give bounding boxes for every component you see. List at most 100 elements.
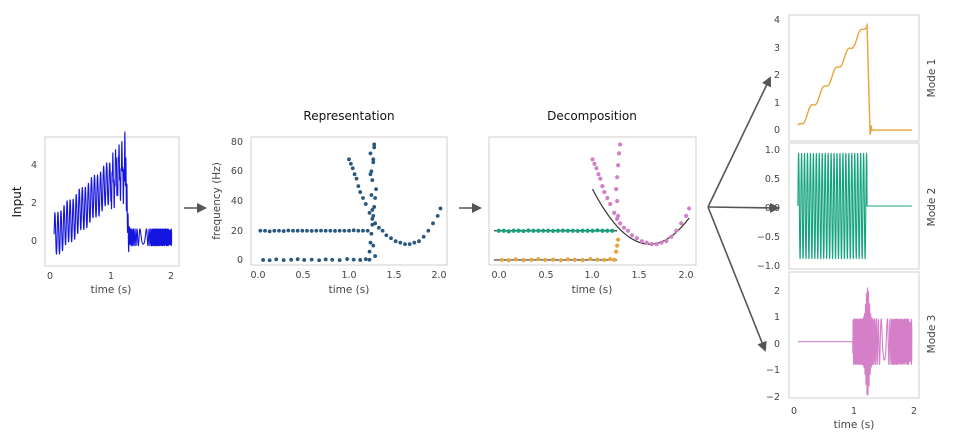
input-plot (53, 131, 173, 255)
rep-xtick-1: 1.0 (341, 270, 356, 281)
decomposition-point-mode2 (560, 228, 566, 233)
representation-point (368, 172, 373, 177)
representation-point (274, 257, 279, 262)
m2-ytick-05: 0.5 (765, 174, 780, 185)
representation-point (291, 228, 295, 233)
representation-title: Representation (303, 109, 394, 123)
decomposition-point-mode1 (572, 257, 577, 262)
decomposition-point-mode3 (664, 239, 669, 244)
representation-point (286, 228, 291, 233)
decomposition-point-mode1 (616, 237, 621, 242)
decomposition-point-mode2 (590, 228, 595, 233)
mode-2-plot (797, 152, 913, 260)
representation-point (356, 184, 361, 189)
representation-point (367, 249, 372, 254)
m3-ytick-0: 0 (774, 339, 780, 350)
rep-ytick-80: 80 (231, 137, 243, 148)
representation-point (371, 157, 376, 162)
representation-plot-frame (250, 136, 448, 266)
decomposition-point-mode3 (618, 221, 623, 226)
representation-point (389, 236, 393, 241)
decomposition-point-mode1 (506, 258, 511, 263)
m3-ytick-n2: −2 (766, 392, 780, 403)
decomposition-point-mode2 (536, 228, 541, 233)
representation-point (302, 258, 307, 262)
representation-point (352, 172, 357, 177)
decomposition-point-mode3 (684, 213, 689, 218)
decomposition-point-mode3 (598, 176, 603, 181)
decomposition-point-mode2 (521, 228, 526, 234)
representation-point (376, 225, 381, 230)
decomposition-point-mode1 (550, 257, 556, 262)
representation-point (267, 258, 272, 263)
decomposition-point-mode3 (600, 184, 605, 189)
decomposition-point-mode3 (634, 236, 639, 241)
arrow-to-mode-1 (707, 76, 772, 208)
decomposition-point-mode1 (565, 257, 570, 262)
decomposition-point-mode1 (602, 257, 607, 263)
representation-point (373, 254, 378, 258)
decomposition-point-mode3 (654, 242, 659, 247)
representation-point (371, 160, 376, 165)
m2-ytick-1: 1.0 (765, 145, 780, 156)
m1-ytick-4: 4 (774, 15, 780, 26)
representation-point (370, 178, 375, 183)
representation-point (368, 151, 373, 156)
decomposition-point-mode1 (608, 257, 613, 262)
mode-3-label: Mode 3 (926, 315, 938, 354)
representation-point (393, 239, 398, 244)
arrow-to-mode-2 (707, 202, 780, 213)
decomposition-point-mode1 (521, 257, 526, 263)
representation-point (348, 161, 353, 166)
decomposition-point-mode2 (501, 228, 506, 233)
dec-xtick-0: 0.0 (491, 270, 506, 281)
representation-point (295, 228, 300, 233)
decomposition-point-mode3 (625, 228, 631, 233)
representation-point (372, 142, 377, 147)
decomposition-plot (493, 142, 692, 263)
representation-point (333, 229, 337, 233)
decomposition-point-mode2 (595, 228, 600, 233)
decomposition-point-mode1 (595, 257, 600, 262)
representation-point (317, 258, 322, 263)
representation-point (369, 231, 374, 236)
representation-point (281, 258, 286, 262)
input-xlabel: time (s) (91, 284, 132, 296)
decomposition-point-mode3 (644, 240, 649, 245)
input-xtick-1: 1 (108, 271, 114, 282)
representation-point (330, 257, 335, 262)
representation-point (272, 228, 277, 233)
decomposition-point-mode1 (499, 257, 504, 263)
representation-point (370, 216, 375, 221)
decomposition-point-mode3 (616, 213, 621, 218)
mode-2-label: Mode 2 (926, 188, 938, 227)
decomposition-point-mode3 (612, 210, 617, 216)
mode-2-signal-line (797, 152, 913, 260)
representation-point (380, 228, 385, 233)
decomposition-point-mode2 (526, 228, 531, 233)
input-signal-line (53, 131, 173, 255)
representation-point (370, 222, 375, 227)
m3-ytick-n1: −1 (766, 365, 780, 376)
input-xtick-2: 2 (168, 271, 174, 282)
decomposition-point-mode2 (506, 229, 511, 234)
m3-ytick-1: 1 (774, 312, 780, 323)
decomposition-point-mode1 (588, 256, 593, 262)
representation-point (267, 229, 272, 234)
m1-ytick-0: 0 (774, 125, 780, 136)
representation-point (431, 221, 435, 226)
decomposition-point-mode3 (615, 198, 620, 204)
representation-point (371, 243, 376, 248)
arrow-to-mode-3 (707, 206, 767, 352)
input-ytick-2: 2 (31, 198, 37, 209)
dec-xtick-2: 2.0 (678, 270, 693, 281)
representation-point (407, 242, 412, 247)
representation-plot (258, 142, 443, 263)
representation-point (370, 208, 375, 212)
representation-point (337, 258, 342, 262)
representation-point (367, 211, 372, 215)
decomposition-point-mode1 (513, 257, 518, 262)
input-plot-frame (44, 136, 180, 267)
decomposition-title: Decomposition (547, 109, 637, 123)
decomposition-point-mode3 (602, 189, 607, 195)
